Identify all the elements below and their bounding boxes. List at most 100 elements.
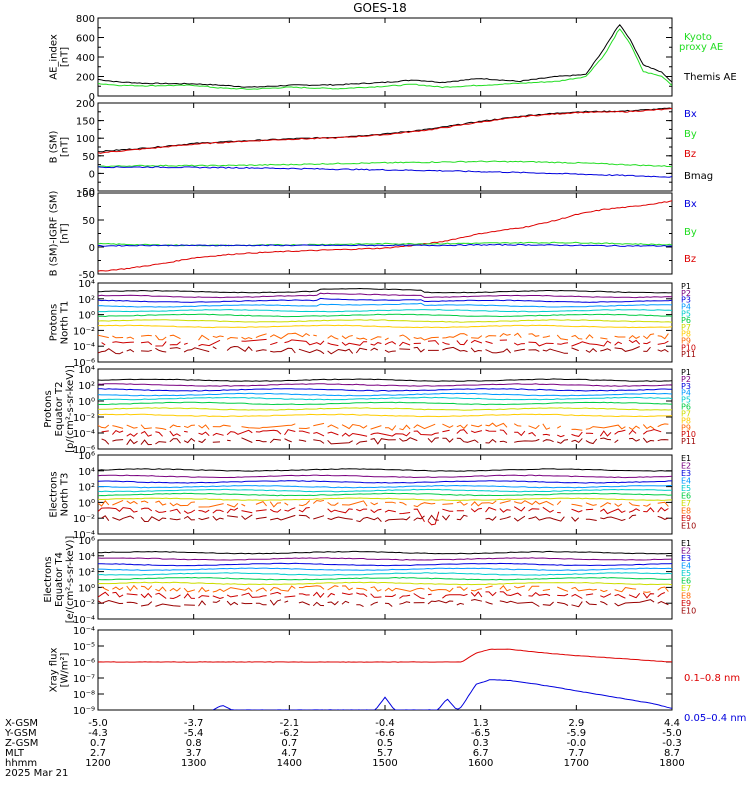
panel-data (98, 468, 672, 526)
legend-entry: Themis AE (683, 72, 737, 83)
y-tick-label: 10⁻⁸ (73, 690, 95, 701)
y-axis-label-line: [p/(cm²-s-sr-keV)] (65, 365, 76, 453)
y-axis-label: ProtonsEquator T2[p/(cm²-s-sr-keV)] (43, 365, 76, 453)
legend-entry: P8 (681, 416, 691, 425)
x-row-value: 1300 (181, 758, 206, 769)
legend-entry: E1 (681, 539, 691, 548)
panel-pn: 10⁻⁶ 10⁻⁴ 10⁻² 10⁰ 10² 10⁴ ProtonsNorth T1 P1P2… (49, 279, 697, 369)
series-line-p4 (98, 392, 672, 397)
series-line-e6 (98, 492, 672, 497)
legend-entry: P4 (681, 389, 691, 398)
y-axis-label-line: Equator T4 (54, 552, 65, 607)
y-tick-label: 10⁰ (78, 583, 95, 594)
y-tick-label: 10⁻² (73, 514, 95, 525)
legend-entry: E8 (681, 507, 691, 516)
y-tick-label: 200 (76, 73, 95, 84)
y-axis-label-line: [W/m²] (60, 652, 71, 687)
legend-entry: E4 (681, 562, 691, 571)
y-tick-label: 10⁻⁷ (73, 674, 95, 685)
legend: Bx By Bz (684, 199, 697, 265)
series-line-e5 (98, 572, 672, 576)
x-row-value: -2.1 (280, 718, 300, 729)
y-tick-label: 0 (89, 92, 95, 103)
series-line-p4 (98, 302, 672, 308)
x-row-value: 2.9 (568, 718, 584, 729)
series-line-p3 (98, 388, 672, 392)
y-axis-label-line: North T1 (60, 301, 71, 345)
legend-entry: P3 (681, 382, 691, 391)
y-tick-label: 50 (82, 216, 95, 227)
y-tick-label: 10⁻² (73, 599, 95, 610)
legend-entry: proxy AE (679, 42, 723, 53)
x-row-value: -6.6 (375, 728, 395, 739)
x-row-value: 1500 (372, 758, 397, 769)
x-row-value: 0.5 (377, 738, 393, 749)
x-row-value: 6.7 (473, 748, 489, 759)
series-line-kyoto-proxy-ae (98, 28, 672, 90)
y-axis-label: ElectronsEquator T4[e/(cm²-s-sr-keV)] (43, 536, 76, 624)
legend-entry: E5 (681, 484, 691, 493)
date-label: 2025 Mar 21 (5, 768, 68, 779)
series-line-e10 (102, 515, 672, 522)
series-line-e8 (102, 586, 672, 593)
legend-entry: Bx (684, 199, 697, 210)
legend-entry: E2 (681, 547, 691, 556)
legend-entry: 0.05–0.4 nm (684, 713, 746, 724)
series-line-p10 (102, 430, 672, 437)
legend-entry: P5 (681, 396, 691, 405)
series-line-bz (98, 200, 672, 272)
panel-bsm: -50 0 50 100 150 200 B (SM)[nT] Bx By Bz Bmag (49, 99, 714, 198)
panel-data (98, 107, 672, 178)
legend-entry: P2 (681, 375, 691, 384)
y-tick-label: 10² (78, 483, 95, 494)
y-axis-label-line: B (SM) (49, 130, 60, 163)
x-row-value: -6.2 (280, 728, 300, 739)
legend-entry: P11 (681, 350, 696, 359)
legend: Bx By Bz Bmag (684, 109, 713, 182)
series-line-p6 (98, 401, 672, 406)
y-tick-label: 10⁻⁶ (73, 358, 95, 369)
x-row-value: -3.7 (184, 718, 204, 729)
panel-frame (97, 192, 673, 275)
y-tick-label: 10⁰ (78, 498, 95, 509)
panel-data (98, 550, 672, 606)
legend-entry: E6 (681, 492, 691, 501)
series-line-e6 (98, 576, 672, 581)
x-row-label: hhmm (5, 758, 37, 769)
y-tick-label: 10⁻⁴ (73, 342, 95, 353)
panel-data (98, 648, 672, 710)
series-line-bmag (98, 107, 672, 153)
y-axis-label: Xray flux[W/m²] (49, 648, 71, 693)
series-line-p7 (98, 407, 672, 411)
legend-entry: Bx (684, 109, 697, 120)
y-axis-label-line: Xray flux (49, 648, 60, 693)
legend-entry: E3 (681, 469, 691, 478)
series-line-e9 (98, 506, 669, 526)
y-axis-label-line: [nT] (60, 137, 71, 157)
y-tick-label: 10⁶ (78, 536, 95, 547)
x-row-value: 1800 (659, 758, 684, 769)
series-line-0-1-0-8-nm (98, 648, 672, 663)
series-line-e7 (98, 581, 672, 586)
y-tick-label: 100 (76, 134, 95, 145)
y-tick-label: 400 (76, 53, 95, 64)
y-tick-label: 200 (76, 99, 95, 110)
legend-entry: P6 (681, 403, 691, 412)
y-tick-label: 10² (78, 568, 95, 579)
legend-entry: P10 (681, 343, 696, 352)
y-tick-label: 10² (78, 381, 95, 392)
legend-entry: Kyoto (684, 32, 712, 43)
y-tick-label: 10⁴ (78, 552, 95, 563)
y-tick-label: 10⁴ (78, 365, 95, 376)
x-row-value: -4.3 (88, 728, 108, 739)
x-row-value: 1700 (564, 758, 589, 769)
x-row-value: -0.4 (375, 718, 395, 729)
legend-entry: By (684, 129, 697, 140)
x-axis-table: X-GSM -5.0 -3.7 -2.1 -0.4 1.3 2.9 4.4Y-GSM -4.3-… (4, 718, 685, 779)
series-line-p1 (98, 378, 672, 382)
series-line-bz (98, 108, 672, 154)
y-axis-label: B (SM)[nT] (49, 130, 71, 163)
